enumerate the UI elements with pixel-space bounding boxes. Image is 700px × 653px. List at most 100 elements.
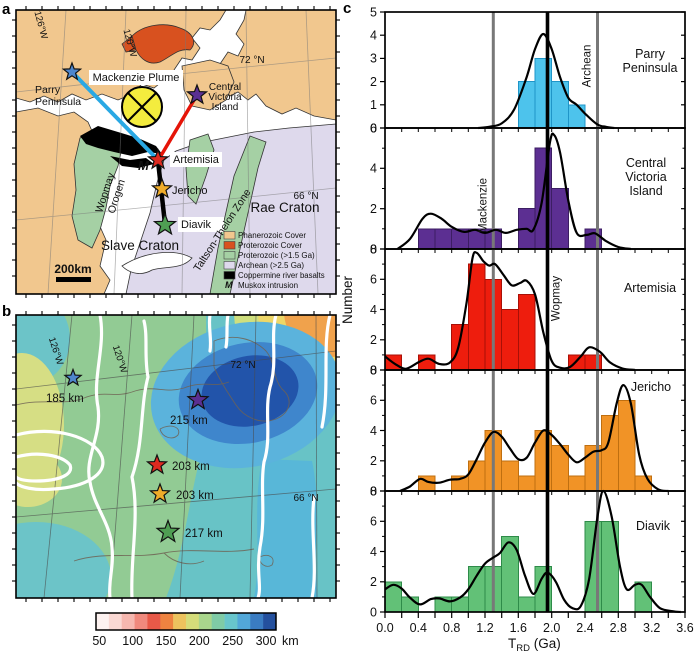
central-victoria-island-star <box>186 387 210 410</box>
legend-chip-phanerozoic <box>223 231 236 240</box>
parry-peninsula-label-line2: Peninsula <box>35 96 81 108</box>
artemisia-star <box>145 453 169 475</box>
depth-map: 185 km 215 km 203 km 203 km 217 km 72 °N 66 … <box>12 311 340 602</box>
colorbar-segment <box>198 613 213 630</box>
kde-curve <box>478 32 615 130</box>
y-tick-label: 6 <box>370 515 377 529</box>
x-tick-label: 1.6 <box>510 621 527 635</box>
histogram-bar <box>417 354 436 371</box>
y-tick-label: 0 <box>370 484 377 498</box>
histogram-bar <box>467 263 486 371</box>
scale-bar <box>56 277 91 282</box>
series-label-central-victoria-island: Island <box>629 184 662 198</box>
colorbar-tick-label: 50 <box>92 634 106 648</box>
legend-label: Proterozoic Cover <box>238 241 302 250</box>
histogram-bar <box>451 596 469 613</box>
colorbar-segment <box>186 613 200 630</box>
histogram-bar <box>567 104 586 129</box>
colorbar-tick-label: 100 <box>122 634 143 648</box>
lat-66-label: 66 °N <box>293 191 318 202</box>
transect-cvi-line <box>157 93 199 161</box>
coastlines <box>16 337 290 567</box>
cvi-label-line2: Victoria <box>208 92 242 103</box>
histogram-bar <box>417 228 436 250</box>
x-tick-label: 0.8 <box>443 621 460 635</box>
colorbar-tick-label: 200 <box>189 634 210 648</box>
central-victoria-island-depth-label: 215 km <box>170 415 208 427</box>
x-axis: 0.0 0.4 0.8 1.2 1.6 2.0 2.4 2.8 3.2 3.6 <box>376 612 694 635</box>
parry-peninsula-star <box>61 61 83 81</box>
series-label-parry-peninsula: Peninsula <box>623 61 678 75</box>
histogram-bar <box>501 309 519 371</box>
jericho-label: Jericho <box>172 185 207 197</box>
series-label-artemisia: Artemisia <box>624 281 676 295</box>
y-tick-label: 8 <box>370 363 377 377</box>
series-label-parry-peninsula: Parry <box>635 47 666 61</box>
legend-chip-archean <box>223 261 236 270</box>
x-tick-label: 3.6 <box>676 621 693 635</box>
panel-c-letter: c <box>343 0 352 17</box>
histogram-bar <box>467 566 486 613</box>
colorbar-segment <box>173 613 187 630</box>
colorbar-segment <box>250 613 264 630</box>
colorbar-segment <box>211 613 225 630</box>
scale-bar-label: 200km <box>54 262 91 276</box>
histogram-diavik: 0 2 4 6 8 Diavik <box>370 484 686 619</box>
ref-line-label-archean: Archean <box>582 45 594 88</box>
y-tick-label: 8 <box>370 242 377 256</box>
geological-map: Mackenzie Plume Parry Peninsula Central … <box>12 6 340 298</box>
legend-label: Muskox intrusion <box>238 281 298 290</box>
jericho-depth-label: 203 km <box>176 490 214 502</box>
y-tick-label: 2 <box>370 575 377 589</box>
panel-a-letter: a <box>2 1 11 18</box>
diavik-label-box <box>178 217 224 232</box>
histogram-bar <box>584 228 603 250</box>
y-tick-label: 5 <box>370 5 377 19</box>
rae-craton-label: Rae Craton <box>250 200 319 215</box>
colorbar-segment <box>263 613 277 630</box>
y-tick-label: 4 <box>370 545 377 559</box>
histogram-bar <box>401 596 419 613</box>
colorbar-tick-label: 300 <box>256 634 277 648</box>
panel-b-letter: b <box>2 303 12 320</box>
x-tick-label: 2.4 <box>576 621 593 635</box>
histogram-bar <box>551 188 569 250</box>
histogram-bar <box>517 293 536 371</box>
colorbar-tick-label: 250 <box>222 634 243 648</box>
y-tick-label: 4 <box>370 162 377 176</box>
panel-a-frame <box>15 9 337 295</box>
lat-72-label: 72 °N <box>230 360 255 371</box>
y-tick-label: 2 <box>370 333 377 347</box>
transect-parry-line <box>70 70 160 162</box>
y-tick-label: 3 <box>370 52 377 66</box>
y-tick-label: 8 <box>370 484 377 498</box>
water-inlet <box>121 252 193 274</box>
histogram-bar <box>551 81 569 129</box>
y-tick-label: 4 <box>370 424 377 438</box>
x-tick-label: 2.0 <box>543 621 560 635</box>
y-tick-label: 6 <box>370 273 377 287</box>
parry-peninsula-depth-label: 185 km <box>46 393 84 405</box>
x-axis-label-base: T <box>508 636 516 651</box>
series-label-diavik: Diavik <box>636 519 671 533</box>
x-axis-label-sub: RD <box>516 643 530 653</box>
artemisia-star <box>146 148 170 170</box>
y-tick-label: 6 <box>370 394 377 408</box>
y-tick-label: 4 <box>370 29 377 43</box>
cvi-label-line3: Island <box>212 102 239 113</box>
y-tick-label: 2 <box>370 454 377 468</box>
x-tick-label: 0.4 <box>410 621 427 635</box>
kde-curve <box>396 132 631 251</box>
y-axis-label: Number <box>340 275 355 324</box>
histogram-bar <box>517 475 536 492</box>
legend-chip-proterozoic <box>223 251 236 260</box>
x-tick-label: 1.2 <box>476 621 493 635</box>
diavik-star <box>155 518 181 543</box>
depth-stars: 185 km 215 km 203 km 203 km 217 km <box>46 367 223 543</box>
y-tick-label: 0 <box>370 242 377 256</box>
colorbar-segment <box>134 613 148 630</box>
proterozoic-strip <box>185 133 215 205</box>
ref-line-label-mackenzie: Mackenzie <box>477 178 489 233</box>
cvi-label-line1: Central <box>209 82 241 93</box>
